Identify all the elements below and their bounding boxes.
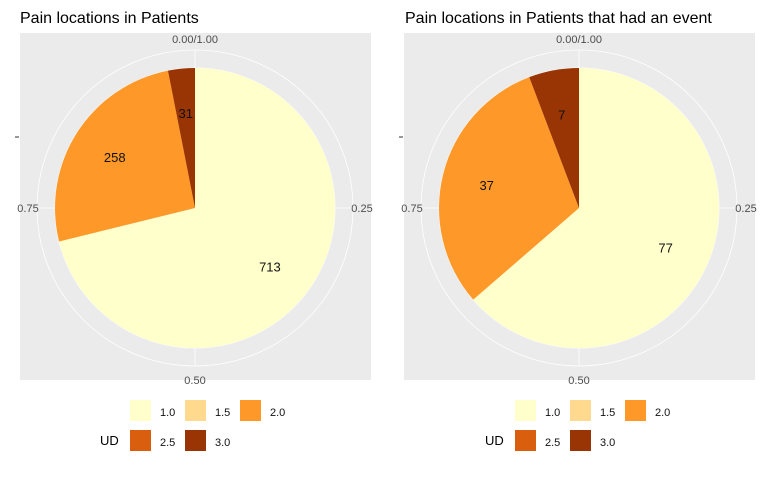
chart-title-left: Pain locations in Patients [20, 10, 199, 27]
legend-label: 2.5 [160, 437, 175, 449]
slice-value-label: 77 [658, 241, 672, 256]
legend-label: 2.0 [655, 407, 670, 419]
legend-label: 3.0 [215, 437, 230, 449]
legend-swatch-1-5 [570, 400, 591, 421]
legend-swatch-1-5 [185, 400, 206, 421]
pie-slice-2-0 [439, 77, 579, 300]
legend-label: 1.5 [215, 407, 230, 419]
legend: UD 1.0 1.5 2.0 2.5 3.0 [100, 400, 285, 451]
legend-swatch-2-0 [240, 400, 261, 421]
legend-swatch-2-5 [515, 430, 536, 451]
slice-value-label: 713 [259, 260, 281, 275]
legend-swatch-3-0 [570, 430, 591, 451]
legend-swatch-1-0 [515, 400, 536, 421]
legend-title: UD [485, 433, 504, 448]
legend-label: 1.5 [600, 407, 615, 419]
theta-tick-label: 0.25 [735, 203, 756, 215]
slice-value-label: 37 [479, 178, 493, 193]
legend-swatch-3-0 [185, 430, 206, 451]
pie-slice-3-0 [529, 68, 579, 208]
pie-slice-1-0 [59, 68, 336, 348]
legend-label: 2.0 [270, 407, 285, 419]
theta-tick-label: 0.00/1.00 [556, 34, 602, 46]
pie-panel-1: 713 258 31 0.00/1.00 0.25 0.50 0.75 UD 1.0 1.5 2.0… [15, 33, 373, 451]
slice-value-label: 7 [558, 107, 565, 122]
legend-label: 3.0 [600, 437, 615, 449]
legend-label: 1.0 [545, 407, 560, 419]
theta-tick-label: 0.50 [184, 375, 205, 387]
theta-tick-label: 0.75 [401, 203, 422, 215]
legend-label: 2.5 [545, 437, 560, 449]
theta-tick-label: 0.50 [568, 375, 589, 387]
pie-panel-2: 77 37 7 0.00/1.00 0.25 0.50 0.75 UD 1.0 1.5 2.0 2.5… [399, 33, 757, 451]
legend-swatch-2-5 [130, 430, 151, 451]
chart-title-right: Pain locations in Patients that had an e… [405, 10, 712, 27]
theta-tick-label: 0.75 [17, 203, 38, 215]
pie-slice-1-0 [473, 68, 720, 348]
theta-tick-label: 0.25 [351, 203, 372, 215]
pie-slice-2-0 [54, 70, 195, 242]
slice-value-label: 31 [179, 106, 193, 121]
slice-value-label: 258 [104, 150, 126, 165]
legend-swatch-2-0 [625, 400, 646, 421]
legend-title: UD [100, 433, 119, 448]
legend: UD 1.0 1.5 2.0 2.5 3.0 [485, 400, 670, 451]
legend-label: 1.0 [160, 407, 175, 419]
legend-swatch-1-0 [130, 400, 151, 421]
theta-tick-label: 0.00/1.00 [172, 34, 218, 46]
pie-slice-3-0 [167, 68, 195, 208]
